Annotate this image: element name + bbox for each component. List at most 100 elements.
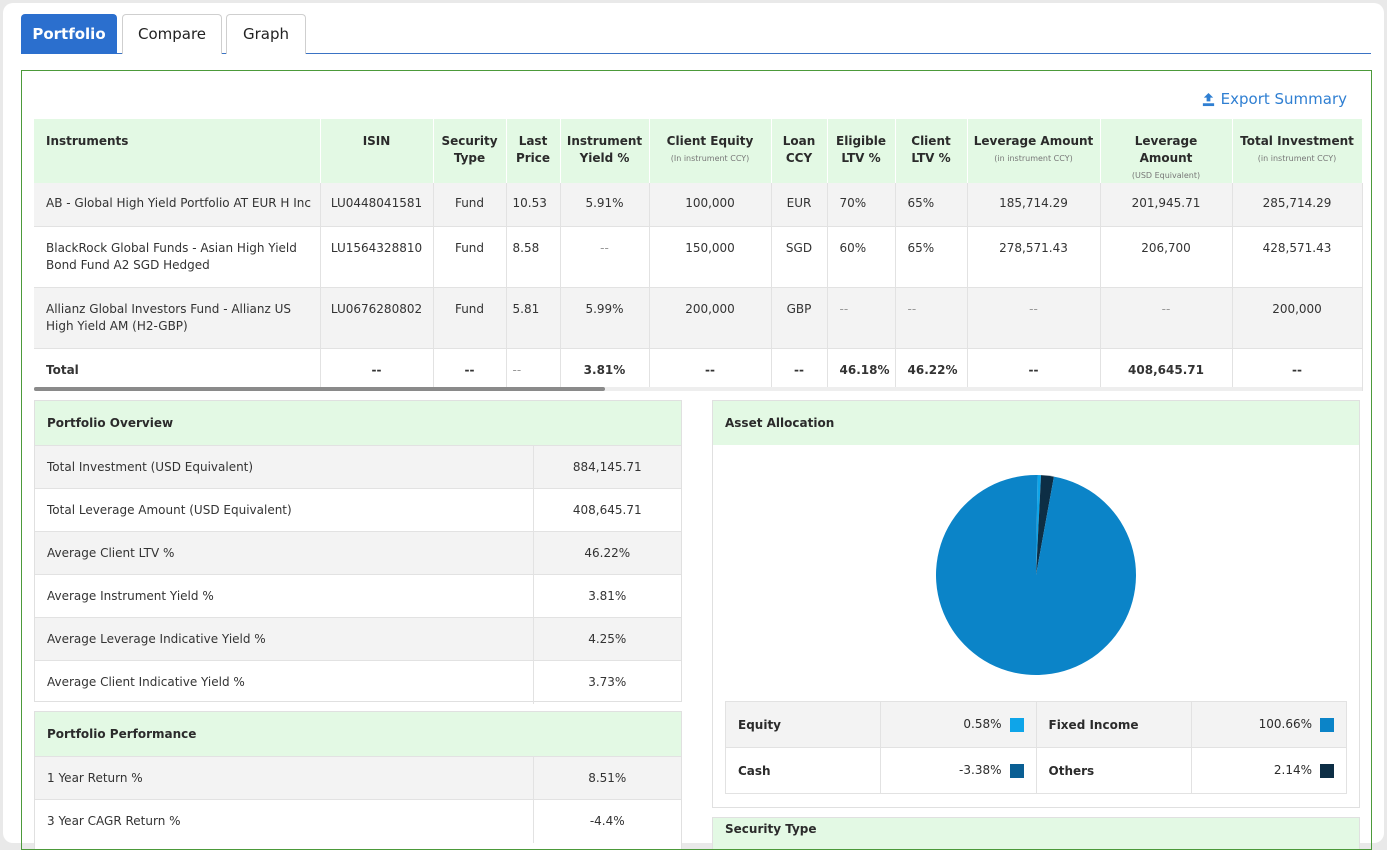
portfolio-panel: Export Summary Instruments ISIN Security… bbox=[21, 70, 1372, 850]
leverage-amount-usd-cell: 206,700 bbox=[1100, 226, 1233, 288]
legend-item-others: 2.14% bbox=[1190, 747, 1348, 794]
overview-value: 46.22% bbox=[532, 531, 681, 575]
instrument-yield-cell: -- bbox=[560, 226, 650, 288]
legend-label-others: Others bbox=[1035, 747, 1192, 794]
column-header[interactable]: Total Investment (in instrument CCY) bbox=[1232, 119, 1363, 183]
legend-value-cash: -3.38% bbox=[959, 763, 1002, 778]
portfolio-performance-title: Portfolio Performance bbox=[35, 712, 681, 756]
scrollbar-thumb[interactable] bbox=[34, 387, 605, 391]
overview-value: 884,145.71 bbox=[532, 445, 681, 489]
asset-allocation-pie-chart[interactable] bbox=[713, 445, 1359, 701]
column-header[interactable]: ISIN bbox=[320, 119, 434, 183]
legend-item-fixed-income: 100.66% bbox=[1190, 701, 1348, 748]
column-header[interactable]: Last Price bbox=[506, 119, 561, 183]
table-row[interactable]: AB - Global High Yield Portfolio AT EUR … bbox=[34, 183, 1363, 227]
loan-ccy-cell: EUR bbox=[771, 183, 828, 227]
security-type-cell: Fund bbox=[433, 287, 507, 349]
security-type-card-header: Security Type bbox=[712, 817, 1360, 849]
tab-portfolio[interactable]: Portfolio bbox=[21, 14, 117, 54]
eligible-ltv-cell: -- bbox=[827, 287, 896, 349]
column-header[interactable]: Instrument Yield % bbox=[560, 119, 650, 183]
client-equity-cell: 200,000 bbox=[649, 287, 772, 349]
column-header[interactable]: Leverage Amount (USD Equivalent) bbox=[1100, 119, 1233, 183]
security-type-cell: Fund bbox=[433, 183, 507, 227]
total-cell: -- bbox=[771, 348, 828, 391]
total-cell: -- bbox=[649, 348, 772, 391]
instrument-name-cell: Allianz Global Investors Fund - Allianz … bbox=[34, 287, 321, 349]
security-type-cell: Fund bbox=[433, 226, 507, 288]
tab-compare[interactable]: Compare bbox=[122, 14, 222, 54]
total-investment-cell: 200,000 bbox=[1232, 287, 1363, 349]
table-header-row: Instruments ISIN Security Type Last Pric… bbox=[34, 119, 1363, 183]
legend-item-cash: -3.38% bbox=[880, 747, 1037, 794]
total-investment-cell: 428,571.43 bbox=[1232, 226, 1363, 288]
column-header[interactable]: Client Equity (In instrument CCY) bbox=[649, 119, 772, 183]
export-summary-button[interactable]: Export Summary bbox=[1201, 90, 1347, 108]
legend-value-equity: 0.58% bbox=[963, 717, 1002, 732]
leverage-amount-cell: 278,571.43 bbox=[967, 226, 1101, 288]
overview-label: Average Client Indicative Yield % bbox=[35, 660, 533, 704]
pie-slice-equity[interactable] bbox=[1036, 475, 1042, 575]
table-row[interactable]: BlackRock Global Funds - Asian High Yiel… bbox=[34, 226, 1363, 288]
total-investment-cell: 285,714.29 bbox=[1232, 183, 1363, 227]
overview-row: Average Client Indicative Yield % 3.73% bbox=[35, 660, 681, 704]
tab-bar: Portfolio Compare Graph bbox=[21, 14, 1371, 54]
column-header[interactable]: Eligible LTV % bbox=[827, 119, 896, 183]
instrument-yield-cell: 5.91% bbox=[560, 183, 650, 227]
column-header[interactable]: Leverage Amount (in instrument CCY) bbox=[967, 119, 1101, 183]
total-cell: -- bbox=[433, 348, 507, 391]
asset-allocation-title: Asset Allocation bbox=[713, 401, 1359, 445]
leverage-amount-cell: 185,714.29 bbox=[967, 183, 1101, 227]
total-cell: -- bbox=[1232, 348, 1363, 391]
asset-allocation-legend: Equity 0.58% Fixed Income 100.66% Cash -… bbox=[724, 701, 1348, 794]
overview-value: 3.73% bbox=[532, 660, 681, 704]
isin-cell: LU0448041581 bbox=[320, 183, 434, 227]
overview-row: Average Instrument Yield % 3.81% bbox=[35, 574, 681, 618]
total-cell: 3.81% bbox=[560, 348, 650, 391]
total-cell: -- bbox=[320, 348, 434, 391]
tab-graph[interactable]: Graph bbox=[226, 14, 306, 54]
portfolio-overview-list: Total Investment (USD Equivalent) 884,145… bbox=[35, 445, 681, 704]
pie-slice-fixed-income[interactable] bbox=[936, 474, 1136, 675]
table-horizontal-scrollbar[interactable] bbox=[34, 387, 1362, 391]
legend-value-others: 2.14% bbox=[1273, 763, 1312, 778]
upload-icon bbox=[1202, 92, 1214, 106]
leverage-amount-cell: -- bbox=[967, 287, 1101, 349]
legend-item-equity: 0.58% bbox=[880, 701, 1037, 748]
column-header[interactable]: Client LTV % bbox=[895, 119, 968, 183]
column-header[interactable]: Security Type bbox=[433, 119, 507, 183]
total-cell: 408,645.71 bbox=[1100, 348, 1233, 391]
overview-label: Total Investment (USD Equivalent) bbox=[35, 445, 533, 489]
loan-ccy-cell: GBP bbox=[771, 287, 828, 349]
total-cell: -- bbox=[506, 348, 561, 391]
total-cell: 46.18% bbox=[827, 348, 896, 391]
overview-label: Average Client LTV % bbox=[35, 531, 533, 575]
total-cell: -- bbox=[967, 348, 1101, 391]
client-ltv-cell: 65% bbox=[895, 183, 968, 227]
performance-value: -4.4% bbox=[532, 799, 681, 843]
overview-label: Total Leverage Amount (USD Equivalent) bbox=[35, 488, 533, 532]
total-label: Total bbox=[34, 348, 321, 391]
pie-slice-others[interactable] bbox=[1036, 475, 1054, 575]
legend-swatch-cash bbox=[1009, 763, 1024, 778]
overview-label: Average Instrument Yield % bbox=[35, 574, 533, 618]
asset-allocation-card: Asset Allocation Equity 0.58% Fixed Inco… bbox=[712, 400, 1360, 808]
portfolio-performance-card: Portfolio Performance 1 Year Return % 8.5… bbox=[34, 711, 682, 849]
last-price-cell: 8.58 bbox=[506, 226, 561, 288]
eligible-ltv-cell: 70% bbox=[827, 183, 896, 227]
performance-value: 8.51% bbox=[532, 756, 681, 800]
isin-cell: LU0676280802 bbox=[320, 287, 434, 349]
loan-ccy-cell: SGD bbox=[771, 226, 828, 288]
legend-swatch-equity bbox=[1009, 717, 1024, 732]
overview-label: Average Leverage Indicative Yield % bbox=[35, 617, 533, 661]
total-row: Total -- -- -- 3.81% -- -- 46.18% 46.22%… bbox=[34, 348, 1363, 391]
overview-value: 3.81% bbox=[532, 574, 681, 618]
column-header[interactable]: Loan CCY bbox=[771, 119, 828, 183]
overview-row: Average Client LTV % 46.22% bbox=[35, 531, 681, 575]
legend-label-equity: Equity bbox=[724, 701, 882, 748]
performance-label: 3 Year CAGR Return % bbox=[35, 799, 533, 843]
table-row[interactable]: Allianz Global Investors Fund - Allianz … bbox=[34, 287, 1363, 349]
instrument-yield-cell: 5.99% bbox=[560, 287, 650, 349]
instrument-name-cell: AB - Global High Yield Portfolio AT EUR … bbox=[34, 183, 321, 227]
column-header[interactable]: Instruments bbox=[34, 119, 321, 183]
